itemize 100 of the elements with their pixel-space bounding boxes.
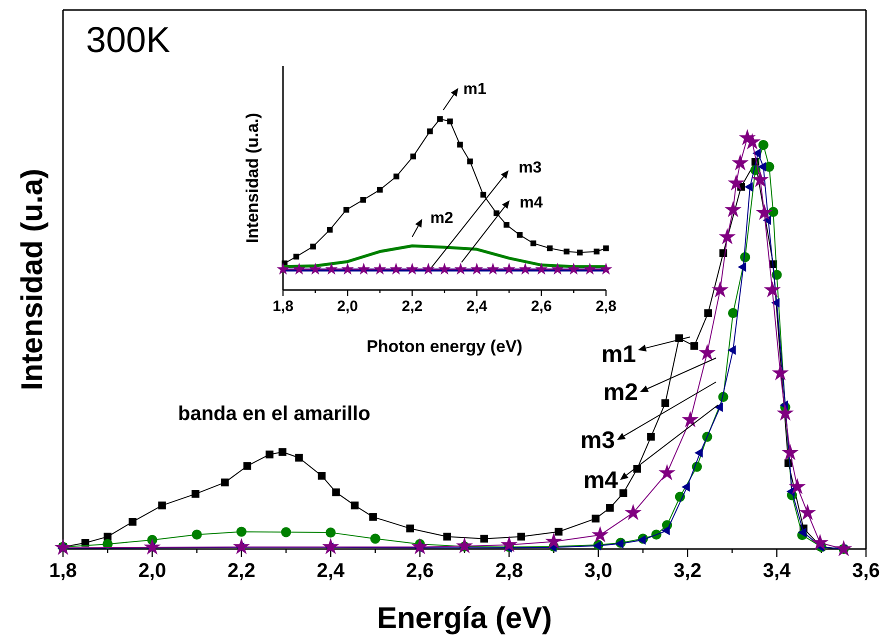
point [518,262,532,275]
point [661,399,670,407]
point [480,534,488,543]
x-axis-title: Energía (eV) [376,602,552,635]
point [192,530,202,540]
point [410,154,416,160]
point [606,504,614,512]
point [326,226,333,233]
point [374,262,386,275]
point [551,262,564,275]
point [682,482,690,492]
point [480,192,486,198]
point [576,250,583,256]
point [325,262,338,275]
point [516,232,523,238]
point [295,454,303,462]
point [236,526,246,537]
point [728,345,736,355]
point [698,344,716,360]
point [427,128,433,134]
point [308,262,322,275]
x-tick-label: 2,0 [138,560,166,582]
point [293,254,300,260]
point [567,262,580,275]
point [724,200,742,218]
point [422,262,435,275]
point [350,502,359,510]
x-tick-label: 2,8 [495,560,524,582]
point [232,538,250,554]
point [310,244,316,250]
x-tick-label: 2,0 [337,298,358,315]
point [744,133,761,150]
point [782,444,799,460]
x-tick-label: 2,2 [228,560,256,582]
y-axis-title: Intensidad (u.a) [16,168,49,390]
point [192,490,200,498]
point [661,526,670,536]
point [390,262,402,275]
point [377,186,383,193]
point [647,432,655,441]
point [682,410,699,428]
annotation: m2 [603,379,638,406]
point [798,528,806,538]
point [728,174,745,190]
annotation: m4 [583,467,619,494]
point [443,532,451,541]
point [619,489,628,497]
point [658,464,676,480]
point [772,364,789,380]
annotation: m1 [601,341,636,368]
point [357,262,370,275]
point [603,245,609,252]
point [370,534,380,544]
point [447,118,453,124]
annotation: m3 [518,159,542,176]
point [712,281,729,298]
point [406,262,419,275]
point [564,248,570,254]
point [360,197,366,203]
point [411,538,428,554]
point [517,532,526,541]
point [470,262,484,275]
point [494,210,500,216]
x-tick-label: 3,2 [674,560,702,582]
point [812,534,829,550]
point [592,514,600,522]
point [752,170,769,188]
point [158,502,166,510]
point [278,448,286,456]
point [467,158,473,164]
point [771,298,780,308]
point [341,262,354,275]
point [594,248,600,254]
x-tick-label: 3,4 [762,560,792,582]
point [486,262,500,275]
point [718,228,736,244]
x-tick-label: 1,8 [272,298,294,315]
point [584,262,596,275]
point [835,540,852,556]
point [502,262,516,275]
point [266,450,274,458]
x-axis-title: Photon energy (eV) [366,337,522,356]
point [438,262,451,275]
x-tick-label: 3,6 [852,560,880,582]
point [690,342,698,350]
point [318,472,326,480]
text: 300K [86,19,170,60]
point [369,513,377,521]
point [799,504,816,520]
point [221,478,229,486]
point [776,404,794,421]
point [758,140,768,150]
x-tick-label: 2,6 [530,298,552,315]
point [322,538,340,554]
annotation: m2 [430,210,454,227]
point [600,262,612,275]
point [554,528,562,536]
point [704,309,712,317]
x-tick-label: 2,4 [466,298,488,315]
point [326,528,336,538]
